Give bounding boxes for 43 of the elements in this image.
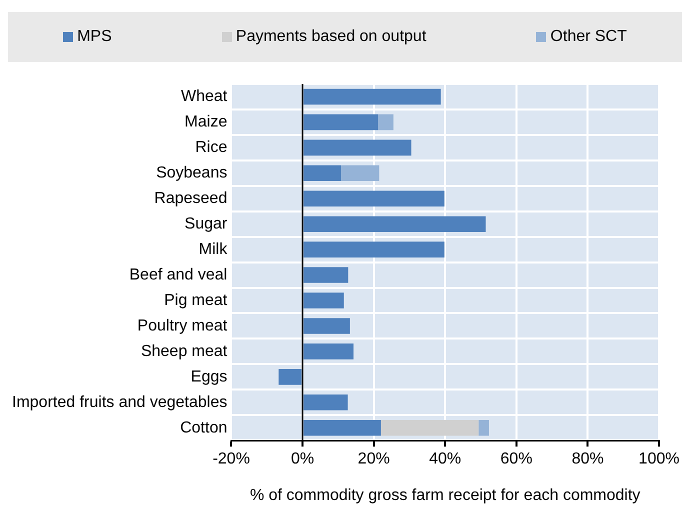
y-tick-label: Poultry meat — [137, 317, 228, 334]
x-tick-label: 40% — [429, 450, 462, 468]
y-tick-label: Cotton — [180, 419, 228, 436]
legend-label: MPS — [77, 28, 112, 46]
bar — [304, 394, 348, 410]
bar — [304, 318, 350, 334]
bar — [304, 292, 344, 308]
y-tick-label: Imported fruits and vegetables — [12, 394, 228, 411]
legend-label: Payments based on output — [236, 28, 426, 46]
bar — [304, 420, 381, 436]
bar — [341, 165, 380, 182]
bar — [304, 165, 342, 182]
y-tick-label: Rice — [195, 139, 228, 156]
x-tick-label: 80% — [572, 450, 604, 468]
y-tick-label: Wheat — [180, 88, 228, 106]
bar — [304, 88, 441, 105]
x-tick-label: -20% — [212, 450, 250, 468]
y-tick-label: Maize — [184, 114, 228, 131]
bar — [304, 242, 444, 258]
y-tick-label: Beef and veal — [129, 266, 228, 284]
x-tick-label: 100% — [638, 450, 680, 468]
x-axis-title: % of commodity gross farm receipt for each commodity — [250, 486, 640, 504]
x-tick-label: 20% — [358, 450, 390, 468]
bar — [304, 344, 354, 360]
x-tick-label: 60% — [500, 450, 532, 468]
x-tick-label: 0% — [290, 450, 314, 468]
y-tick-label: Sheep meat — [140, 342, 228, 360]
bar — [304, 140, 412, 156]
bar — [478, 420, 489, 436]
y-tick-label: Milk — [198, 240, 228, 258]
y-tick-label: Pig meat — [164, 292, 228, 309]
y-tick-label: Soybeans — [156, 164, 228, 182]
y-tick-label: Eggs — [190, 368, 228, 386]
bar — [378, 114, 394, 130]
y-tick-label: Rapeseed — [154, 190, 228, 208]
bar — [304, 267, 348, 283]
bar — [278, 369, 302, 385]
y-tick-label: Sugar — [184, 216, 228, 232]
legend-label: Other SCT — [550, 28, 627, 46]
bar — [304, 114, 378, 130]
bar — [304, 190, 444, 207]
bar — [304, 216, 486, 232]
bar — [380, 420, 479, 436]
